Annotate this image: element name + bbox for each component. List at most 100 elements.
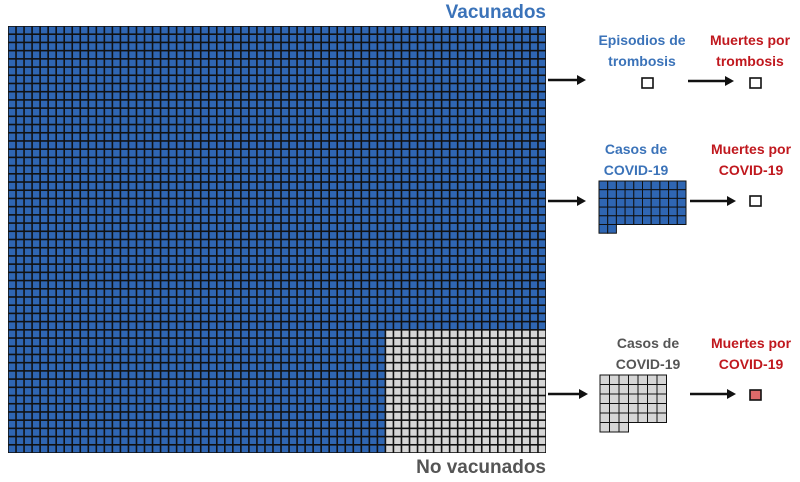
vaccinated-person-cell (450, 26, 457, 34)
vaccinated-person-cell (313, 305, 321, 313)
vaccinated-person-cell (321, 158, 329, 165)
vaccinated-person-cell (169, 84, 176, 91)
vaccinated-person-cell (426, 182, 433, 190)
vaccinated-person-cell (177, 182, 184, 190)
vaccinated-covid-case-cell (633, 206, 643, 217)
vaccinated-person-cell (65, 338, 72, 346)
unvaccinated-covid-case-cell (647, 403, 658, 414)
vaccinated-person-cell (40, 388, 48, 395)
vaccinated-person-cell (281, 67, 289, 75)
vaccinated-person-cell (434, 273, 441, 280)
vaccinated-person-cell (217, 445, 225, 453)
vaccinated-covid-case-cell (633, 180, 643, 191)
vaccinated-person-cell (297, 396, 305, 403)
vaccinated-person-cell (458, 141, 465, 149)
vaccinated-person-cell (129, 289, 136, 297)
vaccinated-person-cell (498, 158, 506, 165)
vaccinated-person-cell (506, 92, 514, 100)
vaccinated-person-cell (89, 355, 96, 362)
vaccinated-person-cell (354, 371, 361, 379)
vaccinated-person-cell (105, 412, 112, 420)
vaccinated-person-cell (538, 182, 546, 190)
vaccinated-person-cell (313, 412, 321, 420)
vaccinated-person-cell (386, 191, 393, 198)
vaccinated-person-cell (153, 215, 160, 223)
vaccinated-person-cell (305, 437, 313, 444)
vaccinated-person-cell (338, 166, 345, 174)
vaccinated-person-cell (281, 248, 289, 256)
vaccinated-person-cell (297, 125, 305, 132)
vaccinated-person-cell (297, 191, 305, 198)
vaccinated-person-cell (273, 51, 281, 59)
vaccinated-person-cell (281, 396, 289, 403)
vaccinated-person-cell (185, 256, 192, 264)
vaccinated-person-cell (530, 26, 538, 34)
vaccinated-person-cell (265, 207, 273, 215)
vaccinated-person-cell (265, 76, 273, 83)
vaccinated-person-cell (321, 379, 329, 387)
vaccinated-person-cell (378, 264, 385, 272)
vaccinated-person-cell (434, 141, 441, 149)
vaccinated-person-cell (137, 445, 144, 453)
vaccinated-person-cell (32, 141, 40, 149)
vaccinated-person-cell (329, 437, 337, 444)
vaccinated-person-cell (434, 92, 441, 100)
vaccinated-covid-case-cell (676, 189, 687, 199)
vaccinated-person-cell (81, 281, 88, 288)
vaccinated-person-cell (394, 35, 401, 42)
vaccinated-person-cell (321, 100, 329, 108)
vaccinated-person-cell (321, 117, 329, 124)
vaccinated-person-cell (426, 215, 433, 223)
vaccinated-person-cell (354, 166, 361, 174)
unvaccinated-person-cell (450, 355, 457, 362)
vaccinated-person-cell (321, 281, 329, 288)
vaccinated-person-cell (329, 67, 337, 75)
vaccinated-person-cell (338, 158, 345, 165)
vaccinated-person-cell (121, 305, 128, 313)
vaccinated-person-cell (209, 273, 216, 280)
vaccinated-person-cell (233, 330, 241, 338)
unvaccinated-person-cell (482, 338, 489, 346)
vaccinated-person-cell (16, 149, 24, 157)
vaccinated-person-cell (354, 174, 361, 182)
vaccinated-person-cell (297, 174, 305, 182)
vaccinated-person-cell (450, 297, 457, 305)
unvaccinated-person-cell (442, 429, 449, 436)
vaccinated-person-cell (458, 281, 465, 288)
vaccinated-person-cell (32, 191, 40, 198)
vaccinated-person-cell (386, 314, 393, 321)
vaccinated-person-cell (121, 420, 128, 428)
vaccinated-person-cell (289, 158, 297, 165)
vaccinated-person-cell (346, 314, 353, 321)
unvaccinated-covid-case-cell (628, 403, 639, 414)
vaccinated-person-cell (506, 133, 514, 141)
vaccinated-person-cell (113, 84, 120, 91)
vaccinated-person-cell (8, 76, 16, 83)
vaccinated-person-cell (313, 232, 321, 239)
unvaccinated-person-cell (394, 420, 401, 428)
vaccinated-person-cell (241, 26, 249, 34)
arrow-to-vaccinated-covid-deaths-head (727, 196, 736, 206)
vaccinated-person-cell (297, 322, 305, 330)
vaccinated-person-cell (24, 117, 32, 124)
unvaccinated-person-cell (458, 388, 465, 395)
vaccinated-person-cell (281, 314, 289, 321)
vaccinated-person-cell (185, 248, 192, 256)
vaccinated-person-cell (538, 166, 546, 174)
vaccinated-person-cell (8, 273, 16, 280)
vaccinated-person-cell (193, 396, 200, 403)
vaccinated-person-cell (16, 141, 24, 149)
vaccinated-person-cell (490, 108, 498, 116)
unvaccinated-person-cell (482, 429, 489, 436)
vaccinated-person-cell (97, 338, 104, 346)
vaccinated-person-cell (129, 232, 136, 239)
unvaccinated-person-cell (538, 363, 546, 371)
vaccinated-person-cell (177, 314, 184, 321)
vaccinated-person-cell (201, 396, 208, 403)
unvaccinated-person-cell (418, 445, 425, 453)
vaccinated-person-cell (113, 256, 120, 264)
vaccinated-person-cell (418, 117, 425, 124)
vaccinated-covid-case-cell (598, 215, 609, 226)
vaccinated-person-cell (185, 182, 192, 190)
vaccinated-person-cell (354, 215, 361, 223)
